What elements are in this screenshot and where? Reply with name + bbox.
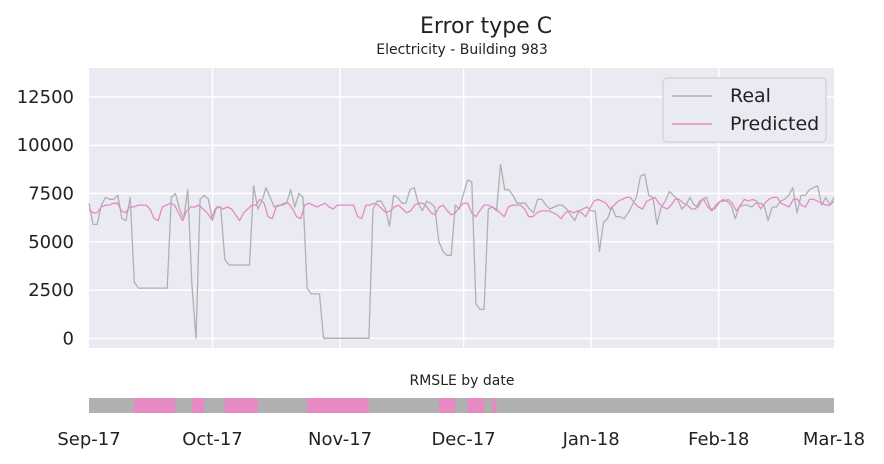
- x-tick-label: Oct-17: [182, 429, 243, 450]
- chart-subtitle: Electricity - Building 983: [376, 42, 547, 58]
- rmsle-strip-segment: [224, 398, 258, 413]
- grid: [89, 68, 834, 348]
- x-tick-label: Mar-18: [803, 429, 865, 450]
- rmsle-strip-segment: [307, 398, 369, 413]
- x-tick-label: Sep-17: [57, 429, 120, 450]
- rmsle-strip-segment: [467, 398, 485, 413]
- x-tick-label: Jan-18: [562, 429, 620, 450]
- y-tick-label: 12500: [17, 87, 74, 108]
- x-tick-label: Feb-18: [688, 429, 749, 450]
- rmsle-strip-segment: [492, 398, 497, 413]
- rmsle-strip-title: RMSLE by date: [410, 373, 515, 389]
- y-tick-label: 5000: [28, 232, 74, 253]
- x-tick-label: Nov-17: [308, 429, 372, 450]
- y-axis: 0 2500 5000 7500 10000 12500: [17, 87, 74, 349]
- y-tick-label: 2500: [28, 280, 74, 301]
- x-axis: Sep-17 Oct-17 Nov-17 Dec-17 Jan-18 Feb-18 Mar-…: [57, 429, 865, 450]
- series-line-predicted: [88, 196, 835, 222]
- x-tick-label: Dec-17: [431, 429, 495, 450]
- rmsle-strip-segment: [191, 398, 205, 413]
- legend: Real Predicted: [662, 77, 827, 143]
- y-tick-label: 7500: [28, 184, 74, 205]
- series-layer: [88, 163, 835, 339]
- rmsle-strip-segment: [134, 398, 176, 413]
- rmsle-strip-segment: [438, 398, 456, 413]
- rmsle-strip-base: [89, 398, 834, 413]
- rmsle-strip: [89, 398, 834, 413]
- series-line-real: [88, 163, 835, 339]
- chart-title: Error type C: [420, 14, 552, 39]
- legend-box: [662, 77, 827, 143]
- legend-label-predicted: Predicted: [730, 113, 819, 135]
- legend-label-real: Real: [730, 85, 771, 107]
- y-tick-label: 10000: [17, 135, 74, 156]
- y-tick-label: 0: [63, 328, 74, 349]
